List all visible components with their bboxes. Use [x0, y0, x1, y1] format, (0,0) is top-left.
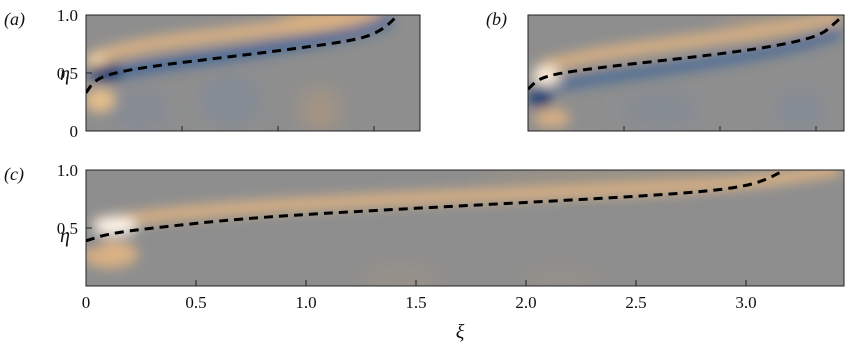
- panel-b: (b): [486, 9, 845, 132]
- x-tick-label-c: 0: [82, 293, 91, 312]
- ylabel-a: η: [60, 63, 70, 85]
- x-ticks-b: [527, 126, 817, 131]
- x-tick-label-c: 1.0: [295, 293, 316, 312]
- y-tick-label-a: 1.0: [57, 6, 78, 25]
- y-tick-label-a: 0: [70, 122, 79, 141]
- x-tick-label-c: 0.5: [185, 293, 206, 312]
- x-tick-label-c: 1.5: [405, 293, 426, 312]
- x-ticks-c: 0 0.5 1.0 1.5 2.0 2.5 3.0: [82, 280, 757, 312]
- y-ticks-a: 0 0.5 1.0: [57, 6, 92, 141]
- xlabel-c: ξ: [456, 321, 465, 343]
- panel-label-a: (a): [4, 9, 25, 30]
- heatmap-c: [86, 170, 844, 286]
- y-tick-label-a: 0.5: [57, 64, 78, 83]
- heatmap-b: [528, 15, 844, 131]
- dashed-curve-b: [528, 15, 844, 91]
- panel-label-c: (c): [4, 164, 24, 185]
- panel-label-b: (b): [486, 9, 507, 30]
- plot-frame-b: [527, 14, 845, 132]
- x-tick-label-c: 2.5: [625, 293, 646, 312]
- panel-c: (c) η 0.5 1.0: [4, 161, 845, 343]
- heatmap-a: [86, 15, 420, 131]
- dashed-curve-c: [86, 170, 786, 243]
- ylabel-c: η: [60, 225, 70, 247]
- x-tick-label-c: 2.0: [515, 293, 536, 312]
- x-tick-label-c: 3.0: [735, 293, 756, 312]
- dashed-curve-a: [86, 15, 399, 94]
- y-tick-label-c: 0.5: [57, 219, 78, 238]
- y-ticks-c: 0.5 1.0: [57, 161, 92, 238]
- panel-a: (a) η 0 0.5 1.0: [4, 6, 421, 141]
- x-ticks-a: [85, 126, 375, 131]
- y-tick-label-c: 1.0: [57, 161, 78, 180]
